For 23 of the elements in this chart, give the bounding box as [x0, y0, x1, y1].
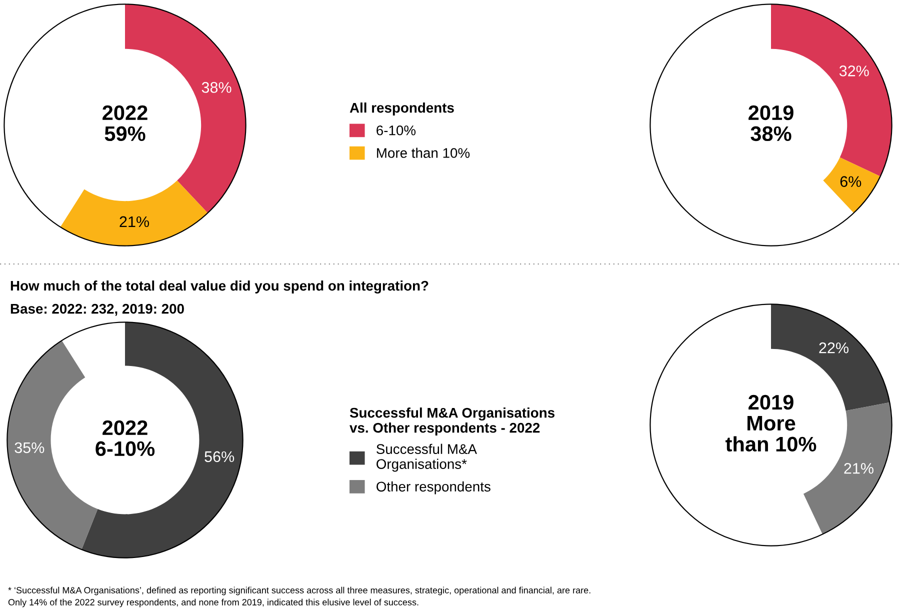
- legend-title: All respondents: [350, 102, 454, 116]
- data-label: 56%: [204, 451, 234, 462]
- data-label: 35%: [14, 442, 44, 454]
- text: 2022 59%: [102, 105, 148, 142]
- text: 2019 More than 10%: [726, 394, 816, 452]
- data-label: 38%: [202, 82, 232, 93]
- chart-title: How much of the total deal value did you spend on integration?: [10, 280, 428, 294]
- legend-label: Successful M&A Organisations*: [376, 444, 477, 472]
- data-label: 21%: [120, 216, 150, 228]
- text: 2019 38%: [748, 105, 794, 142]
- legend-label: More than 10%: [377, 148, 470, 158]
- legend-label: Other respondents: [376, 481, 490, 494]
- text: * ‘Successful M&A Organisations’, defined as reporting significant success across all three measures, strategic, operational and financial, are rare.: [8, 586, 590, 596]
- data-label: 32%: [839, 66, 869, 76]
- donut-slice: [82, 322, 243, 558]
- text: 2022 6-10%: [96, 420, 155, 456]
- chart-subtitle: Base: 2022: 232, 2019: 200: [10, 304, 184, 316]
- data-label: 6%: [840, 176, 862, 187]
- data-label: 21%: [844, 462, 874, 474]
- legend-label: 6-10%: [376, 125, 416, 136]
- text: Only 14% of the 2022 survey respondents, and none from 2019, indicated this elusive level of success.: [8, 598, 418, 608]
- legend-title: Successful M&A Organisations vs. Other respondents - 2022: [350, 408, 554, 436]
- data-label: 22%: [819, 342, 848, 354]
